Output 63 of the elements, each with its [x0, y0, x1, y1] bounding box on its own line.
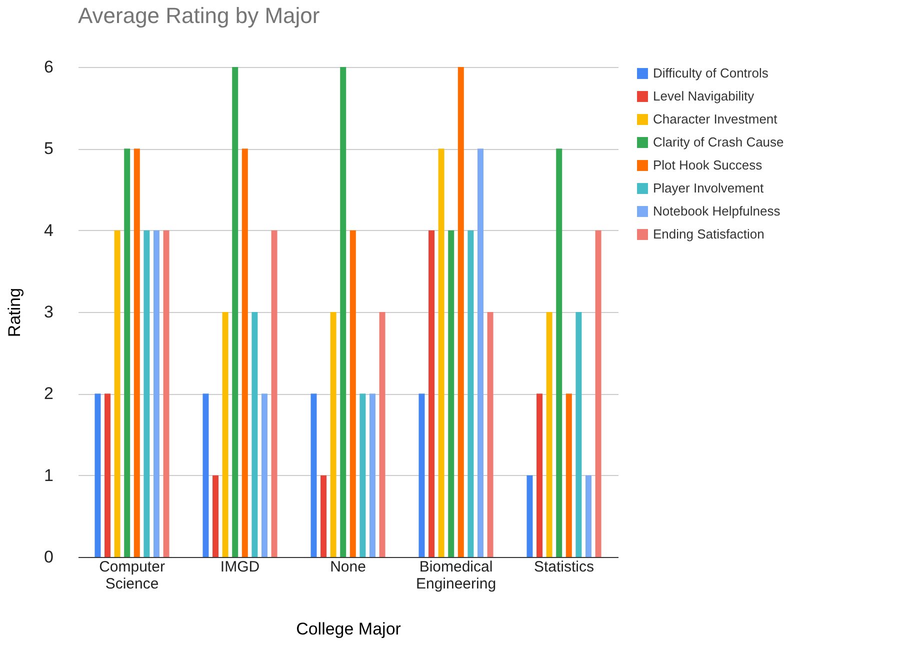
bar	[310, 394, 317, 557]
bar	[360, 394, 366, 557]
bar	[232, 67, 238, 557]
y-tick-label: 5	[44, 139, 54, 158]
bar	[350, 230, 356, 557]
bar	[477, 148, 484, 557]
bar	[144, 230, 150, 557]
bar	[271, 230, 278, 557]
legend-label: Difficulty of Controls	[653, 66, 769, 80]
bar	[330, 312, 336, 557]
bar	[153, 230, 160, 557]
bar	[458, 67, 464, 557]
bar	[94, 394, 101, 557]
bar	[114, 230, 120, 557]
y-tick-label: 6	[44, 58, 54, 76]
bar	[526, 475, 533, 557]
bar	[252, 312, 258, 557]
y-tick-label: 4	[44, 220, 54, 240]
bar	[163, 230, 170, 557]
bar	[104, 394, 111, 557]
bar	[418, 394, 425, 557]
x-tick-label: IMGD	[220, 558, 260, 576]
y-tick-label: 0	[44, 548, 54, 566]
bar	[222, 312, 228, 557]
bar	[487, 312, 494, 557]
bar	[595, 230, 602, 557]
legend-label: Ending Satisfaction	[653, 226, 764, 242]
x-tick-label: None	[330, 558, 366, 576]
legend-label: Notebook Helpfulness	[653, 204, 781, 218]
y-tick-label: 3	[44, 302, 54, 322]
bar	[212, 475, 219, 557]
x-tick-label: Statistics	[534, 558, 594, 576]
bar	[124, 148, 130, 557]
bar	[536, 394, 543, 557]
bar	[566, 394, 572, 557]
y-tick-label: 2	[44, 384, 54, 404]
x-axis-title: College Major	[296, 620, 402, 638]
bar	[546, 312, 552, 557]
bar	[320, 475, 327, 557]
bar	[379, 312, 386, 557]
bar	[261, 394, 268, 557]
bar	[438, 148, 444, 557]
legend-label: Level Navigability	[653, 88, 755, 104]
bar	[369, 394, 376, 557]
legend-label: Character Investment	[653, 112, 778, 126]
bar	[428, 230, 435, 557]
bar	[468, 230, 474, 557]
x-tick-label: Computer Science	[99, 558, 165, 592]
bar	[134, 148, 140, 557]
bar	[556, 148, 562, 557]
legend-label: Clarity of Crash Cause	[653, 134, 784, 150]
y-tick-label: 1	[44, 466, 54, 485]
x-tick-label: Biomedical Engineering	[416, 558, 496, 592]
legend-label: Player Involvement	[653, 180, 764, 196]
chart-title: Average Rating by Major	[78, 3, 320, 28]
y-axis-title: Rating	[5, 288, 24, 338]
bar	[340, 67, 346, 557]
legend-label: Plot Hook Success	[653, 158, 763, 172]
bar	[202, 394, 209, 557]
bar	[242, 148, 248, 557]
bar	[576, 312, 582, 557]
bar	[585, 475, 592, 557]
bar	[448, 230, 454, 557]
